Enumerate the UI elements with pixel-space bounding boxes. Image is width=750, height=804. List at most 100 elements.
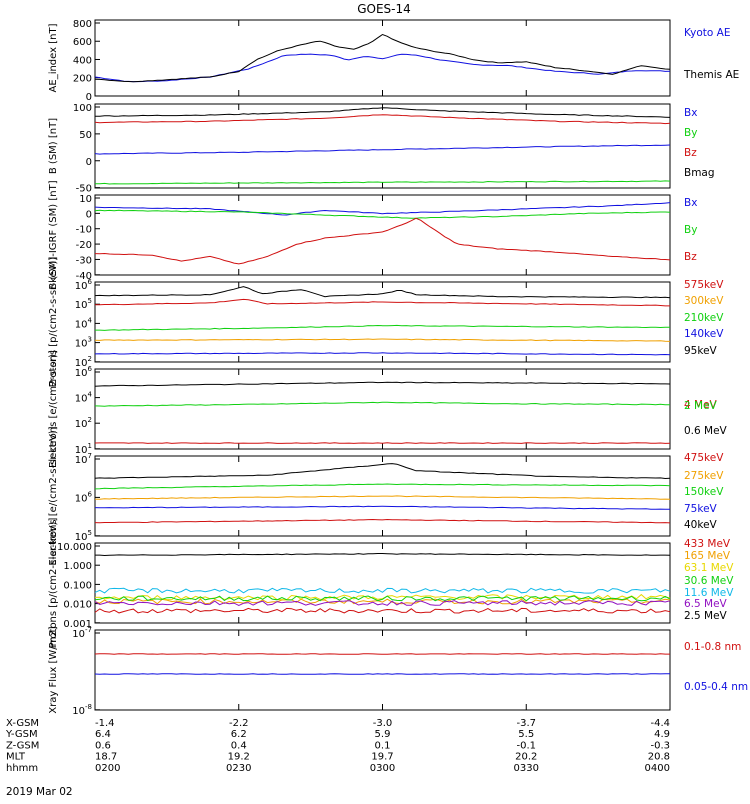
legend-entry: 0.1-0.8 nm xyxy=(684,641,741,653)
series-line-150kev xyxy=(94,495,671,500)
y-tick-label: 0 xyxy=(86,157,92,168)
series-line-475kev xyxy=(94,518,671,524)
panel-3: 10 0 -10 -20 -30 -40 B (SM)-IGRF (SM) [nT] Bx By… xyxy=(48,180,697,289)
ephemeris-row-label: MLT xyxy=(6,752,26,763)
panel-8: 10-7 10-8 Xray Flux [W/m2] 0.1-0.8 nm 0.05-0… xyxy=(48,626,748,717)
y-tick-label: 102 xyxy=(75,416,92,430)
y-tick-label: 0 xyxy=(86,209,92,220)
ephemeris-value: 0330 xyxy=(514,763,539,774)
y-tick-label: 104 xyxy=(75,391,93,405)
y-axis-label: AE_index [nT] xyxy=(48,23,59,92)
series-line-210kev xyxy=(95,324,671,331)
ephemeris-value: -0.1 xyxy=(516,740,536,751)
legend-entry: Bmag xyxy=(684,167,715,179)
ephemeris-value: -1.4 xyxy=(95,718,115,729)
ephemeris-value: -3.7 xyxy=(516,718,536,729)
series-line-by xyxy=(95,180,671,185)
legend-entry: 575keV xyxy=(684,279,724,291)
ephemeris-value: 0200 xyxy=(95,763,120,774)
y-tick-label: 400 xyxy=(73,55,92,66)
y-tick-label: 105 xyxy=(75,297,92,311)
legend-entry: 140keV xyxy=(684,328,724,340)
y-tick-label: 107 xyxy=(75,452,92,466)
ephemeris-value: 0.1 xyxy=(375,740,391,751)
series-line-0-6-mev xyxy=(94,381,671,387)
ephemeris-value: 20.2 xyxy=(515,752,537,763)
y-tick-label: 105 xyxy=(75,529,92,543)
series-line-bx xyxy=(94,202,671,216)
legend-entry: By xyxy=(684,224,697,236)
series-line-bmag xyxy=(95,107,671,118)
y-tick-label: 100 xyxy=(73,103,92,114)
y-tick-label: 600 xyxy=(73,37,92,48)
panel-7: 10.000 1.000 0.100 0.010 0.001 Protons [p/(cm… xyxy=(48,518,734,649)
series-line-575kev xyxy=(94,286,671,299)
ephemeris-value: 5.9 xyxy=(375,729,391,740)
date-label: 2019 Mar 02 xyxy=(6,786,73,798)
y-axis-label: Electrons [e/(cm2-s-sr)] xyxy=(48,350,59,468)
y-tick-label: 10 xyxy=(79,194,92,205)
series-line-300kev xyxy=(95,298,670,307)
series-line-95kev xyxy=(94,352,671,356)
series-line-kyoto-ae xyxy=(94,53,671,83)
page-title: GOES-14 xyxy=(357,2,411,16)
y-tick-label: 0 xyxy=(86,92,92,103)
legend-entry: 165 MeV xyxy=(684,550,731,562)
y-tick-label: 10-7 xyxy=(72,626,92,640)
series-line-bz xyxy=(94,217,671,265)
legend-entry: 433 MeV xyxy=(684,538,731,550)
panel-6: 107 106 105 Electrons [e/(cm2-s-sr-keV)] 475… xyxy=(48,426,724,565)
legend-entry: 4 MeV xyxy=(684,399,718,411)
legend-entry: 0.05-0.4 nm xyxy=(684,681,748,693)
legend-entry: 475keV xyxy=(684,452,724,464)
ephemeris-value: 0.4 xyxy=(231,740,247,751)
y-tick-label: 10-8 xyxy=(72,703,92,717)
ephemeris-value: 5.5 xyxy=(518,729,534,740)
series-line-2-5-mev xyxy=(95,553,671,557)
y-tick-label: -50 xyxy=(76,184,92,195)
series-line-0-05-0-4-nm xyxy=(94,673,671,675)
ephemeris-value: 6.4 xyxy=(95,729,111,740)
y-tick-label: -30 xyxy=(76,255,92,266)
series-line-140kev xyxy=(94,338,671,342)
legend-entry: Bz xyxy=(684,251,697,263)
ephemeris-value: 19.2 xyxy=(228,752,250,763)
ephemeris-value: -2.2 xyxy=(229,718,249,729)
series-line-40kev xyxy=(94,463,671,480)
legend-entry: 30.6 MeV xyxy=(684,575,734,587)
y-tick-label: 800 xyxy=(73,19,92,30)
series-line-bx xyxy=(94,144,671,155)
y-tick-label: 200 xyxy=(73,74,92,85)
y-axis-label: Xray Flux [W/m2] xyxy=(48,626,59,713)
series-line-6-5-mev xyxy=(94,600,671,606)
ephemeris-value: -0.3 xyxy=(650,740,670,751)
legend-entry: Bx xyxy=(684,197,697,209)
y-axis-label: B (SM) [nT] xyxy=(48,118,59,174)
legend-entry: 2.5 MeV xyxy=(684,610,728,622)
panel-frame xyxy=(94,368,671,450)
y-tick-label: 106 xyxy=(75,278,93,292)
series-line-by xyxy=(94,209,671,219)
ephemeris-value: 4.9 xyxy=(654,729,670,740)
series-line-bz xyxy=(94,114,671,125)
y-tick-label: 10.000 xyxy=(57,542,92,553)
y-tick-label: 0.100 xyxy=(63,580,92,591)
ephemeris-value: 0.6 xyxy=(95,740,111,751)
legend-entry: Bz xyxy=(684,147,697,159)
ephemeris-value: 20.8 xyxy=(648,752,670,763)
y-tick-label: -40 xyxy=(76,271,92,282)
series-line-30-6-mev xyxy=(94,595,671,602)
y-tick-label: 103 xyxy=(75,336,92,350)
legend-entry: 300keV xyxy=(684,295,724,307)
legend-entry: 75keV xyxy=(684,503,718,515)
legend-entry: 95keV xyxy=(684,345,718,357)
y-tick-label: 106 xyxy=(75,365,93,379)
ephemeris-value: -4.4 xyxy=(650,718,670,729)
ephemeris-value: -3.0 xyxy=(373,718,393,729)
series-line-0-1-0-8-nm xyxy=(94,653,670,655)
y-axis-label: B (SM)-IGRF (SM) [nT] xyxy=(48,180,59,289)
y-tick-label: -20 xyxy=(76,240,92,251)
